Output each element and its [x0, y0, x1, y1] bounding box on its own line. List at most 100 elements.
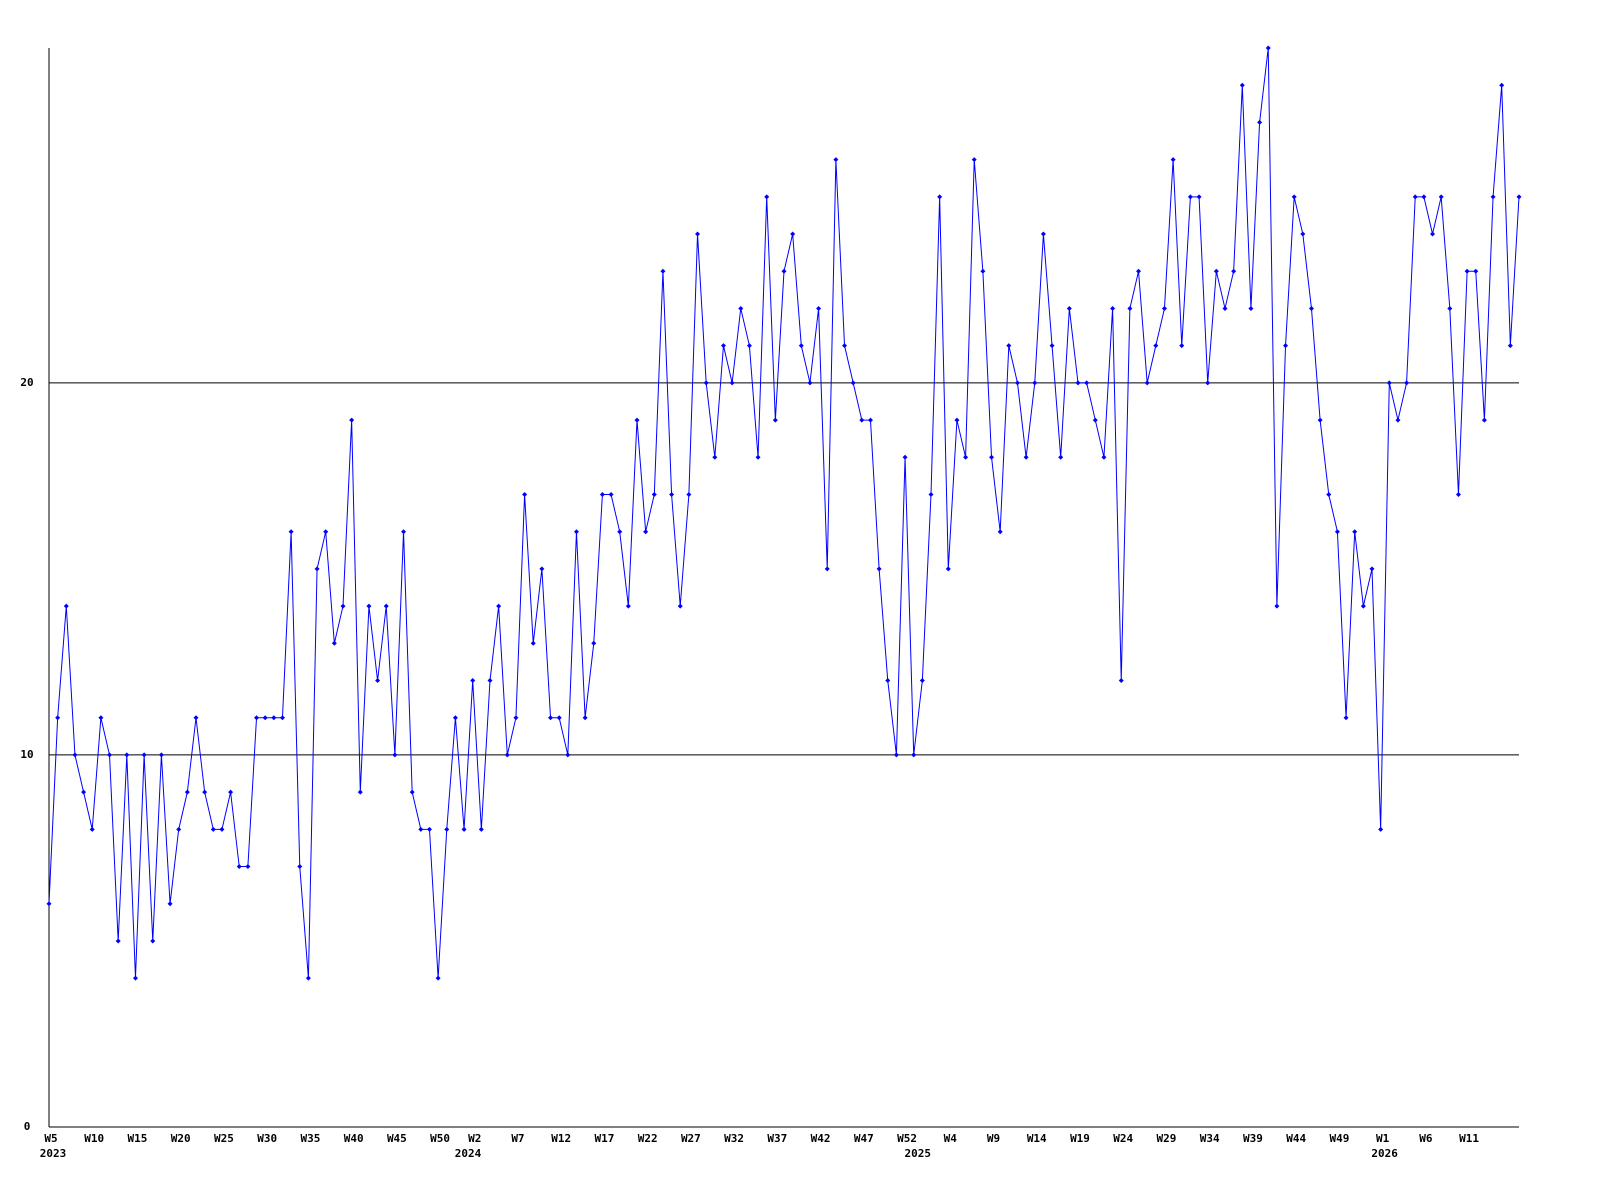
- data-point: [340, 603, 346, 609]
- data-point: [669, 491, 675, 497]
- data-point: [297, 864, 303, 870]
- data-point: [643, 529, 649, 535]
- data-point: [842, 343, 848, 349]
- data-point: [202, 789, 208, 795]
- year-label: 2025: [904, 1147, 931, 1160]
- data-point: [720, 343, 726, 349]
- data-point: [1386, 380, 1392, 386]
- year-label: 2023: [40, 1147, 67, 1160]
- x-tick-label: W24: [1113, 1132, 1133, 1145]
- data-point: [980, 268, 986, 274]
- data-point: [790, 231, 796, 237]
- data-point: [1161, 305, 1167, 311]
- data-point: [902, 454, 908, 460]
- x-tick-label: W40: [344, 1132, 364, 1145]
- x-tick-label: W12: [551, 1132, 571, 1145]
- data-point: [530, 640, 536, 646]
- x-tick-label: W15: [128, 1132, 148, 1145]
- data-point: [911, 752, 917, 758]
- x-tick-label: W10: [84, 1132, 104, 1145]
- data-point: [1352, 529, 1358, 535]
- x-tick-label: W22: [638, 1132, 658, 1145]
- data-point: [1507, 343, 1513, 349]
- data-point: [1265, 45, 1271, 51]
- x-tick-label: W34: [1200, 1132, 1220, 1145]
- data-point: [323, 529, 329, 535]
- data-point: [599, 491, 605, 497]
- data-point: [444, 826, 450, 832]
- data-point: [1473, 268, 1479, 274]
- x-tick-label: W45: [387, 1132, 407, 1145]
- data-point: [1326, 491, 1332, 497]
- data-point: [1153, 343, 1159, 349]
- data-point: [1430, 231, 1436, 237]
- x-tick-label: W4: [944, 1132, 958, 1145]
- data-point: [124, 752, 130, 758]
- data-point: [1101, 454, 1107, 460]
- data-point: [738, 305, 744, 311]
- data-point: [1006, 343, 1012, 349]
- x-tick-label: W1: [1376, 1132, 1390, 1145]
- data-point: [401, 529, 407, 535]
- data-point: [1014, 380, 1020, 386]
- data-point: [625, 603, 631, 609]
- data-point: [426, 826, 432, 832]
- data-point: [824, 566, 830, 572]
- data-point: [1222, 305, 1228, 311]
- data-point: [392, 752, 398, 758]
- x-tick-label: W37: [767, 1132, 787, 1145]
- data-point: [1049, 343, 1055, 349]
- data-point: [686, 491, 692, 497]
- x-tick-label: W6: [1419, 1132, 1433, 1145]
- data-point: [288, 529, 294, 535]
- data-point: [375, 678, 381, 684]
- data-point: [1455, 491, 1461, 497]
- x-tick-label: W27: [681, 1132, 701, 1145]
- data-point: [1257, 119, 1263, 125]
- data-point: [876, 566, 882, 572]
- data-point: [1421, 194, 1427, 200]
- data-point: [755, 454, 761, 460]
- data-point: [262, 715, 268, 721]
- x-tick-label: W7: [511, 1132, 524, 1145]
- x-tick-label: W35: [300, 1132, 320, 1145]
- data-point: [150, 938, 156, 944]
- data-point: [1499, 82, 1505, 88]
- data-point: [764, 194, 770, 200]
- data-point: [115, 938, 121, 944]
- data-point: [816, 305, 822, 311]
- data-point: [807, 380, 813, 386]
- data-point: [1447, 305, 1453, 311]
- data-point: [867, 417, 873, 423]
- y-tick-label: 20: [20, 376, 33, 389]
- data-point: [548, 715, 554, 721]
- data-point: [781, 268, 787, 274]
- data-point: [1239, 82, 1245, 88]
- data-point: [729, 380, 735, 386]
- data-point: [522, 491, 528, 497]
- data-point: [55, 715, 61, 721]
- data-point: [305, 975, 311, 981]
- data-point: [245, 864, 251, 870]
- data-point: [1084, 380, 1090, 386]
- data-point: [1317, 417, 1323, 423]
- data-point: [963, 454, 969, 460]
- data-point: [954, 417, 960, 423]
- data-point: [1032, 380, 1038, 386]
- data-point: [634, 417, 640, 423]
- x-tick-label: W30: [257, 1132, 277, 1145]
- data-point: [176, 826, 182, 832]
- year-label: 2024: [455, 1147, 482, 1160]
- data-point: [945, 566, 951, 572]
- x-tick-label: W50: [430, 1132, 450, 1145]
- x-tick-label: W49: [1329, 1132, 1349, 1145]
- data-point: [1274, 603, 1280, 609]
- data-point: [1092, 417, 1098, 423]
- data-point: [651, 491, 657, 497]
- data-point: [470, 678, 476, 684]
- data-point: [1066, 305, 1072, 311]
- data-point: [591, 640, 597, 646]
- data-point: [1127, 305, 1133, 311]
- data-point: [504, 752, 510, 758]
